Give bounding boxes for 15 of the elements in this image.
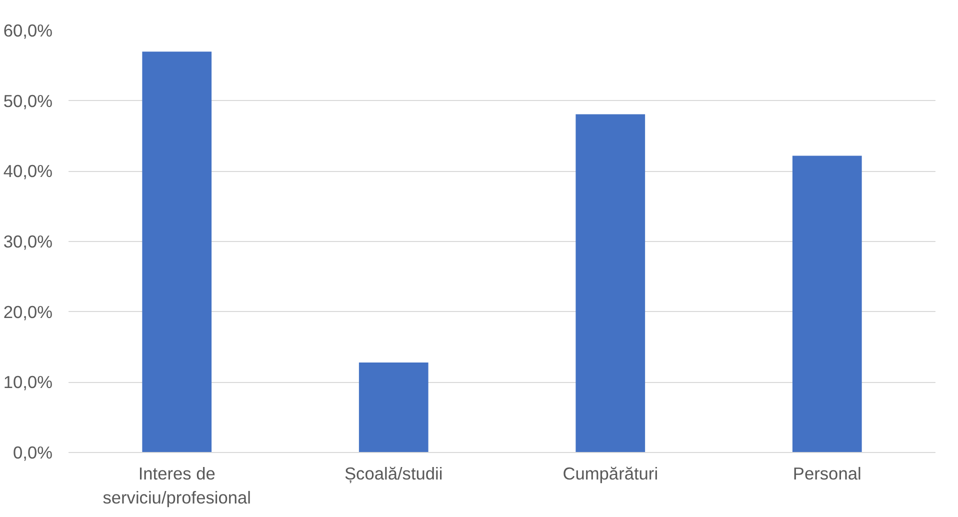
bar [358,362,428,452]
y-tick-label: 40,0% [3,161,53,182]
y-tick-label: 30,0% [3,232,53,252]
y-tick-label: 60,0% [3,20,53,40]
x-tick-label: Personal [792,464,862,484]
x-tick-label: Școală/studii [344,464,443,484]
x-tick-label: Interes de serviciu/profesional [102,464,252,508]
y-tick-label: 20,0% [3,302,53,322]
bar [576,114,646,452]
y-tick-label: 10,0% [3,372,53,392]
x-tick-label: Cumpărături [562,464,658,484]
y-tick-label: 0,0% [13,442,53,462]
bar [142,52,212,452]
bar [792,156,862,452]
y-tick-label: 50,0% [3,90,53,111]
